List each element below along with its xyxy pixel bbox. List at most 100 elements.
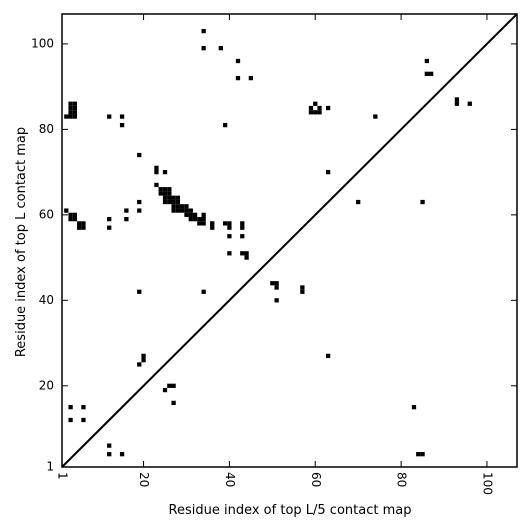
upper-contact-cell [308,110,314,115]
x-tick-label: 20 [137,472,151,487]
lower-contact-cell [81,417,86,423]
upper-contact-cell [171,195,176,200]
lower-contact-cell [68,417,73,423]
upper-contact-cell [72,101,78,106]
upper-contact-cell [420,199,425,205]
x-tick-label: 1 [56,472,70,480]
upper-contact-cell [184,204,189,209]
upper-contact-cell [222,122,228,128]
y-tick-label: 80 [39,122,54,136]
upper-contact-cell [124,208,129,213]
upper-contact-cell [68,217,73,222]
upper-contact-cell [454,101,460,106]
upper-contact-cell [197,221,202,226]
upper-contact-cell [167,195,172,200]
upper-contact-cell [175,204,181,209]
lower-contact-cell [171,383,176,388]
upper-contact-cell [107,225,112,230]
upper-contact-cell [171,204,176,209]
upper-contact-cell [235,75,241,81]
upper-contact-cell [137,362,142,367]
upper-contact-cell [356,199,361,205]
upper-contact-cell [429,71,434,76]
upper-contact-cell [68,114,73,119]
upper-contact-cell [227,225,232,230]
upper-contact-cell [218,46,223,51]
lower-contact-cell [68,405,73,410]
upper-contact-cell [107,114,112,119]
upper-contact-cell [154,169,159,175]
upper-contact-cell [197,217,202,222]
upper-contact-cell [274,285,279,290]
diagonal-line [61,13,518,468]
upper-contact-cell [162,187,168,192]
lower-contact-cell [167,383,172,388]
upper-contact-cell [188,208,193,213]
upper-contact-cell [244,255,249,260]
upper-contact-cell [162,199,168,205]
upper-contact-cell [210,225,215,230]
upper-contact-cell [175,195,181,200]
upper-contact-cell [424,71,429,76]
upper-contact-cell [72,217,78,222]
upper-contact-cell [244,251,249,256]
upper-contact-cell [141,353,146,359]
lower-contact-cell [107,443,112,448]
contact-cells [64,28,472,457]
upper-contact-cell [162,191,168,196]
upper-contact-cell [188,212,193,217]
upper-contact-cell [235,58,241,64]
lower-contact-cell [420,452,425,457]
upper-contact-cell [317,110,322,115]
y-tick-label: 1 [46,460,54,474]
upper-contact-cell [222,221,228,226]
upper-contact-cell [184,212,189,217]
upper-contact-cell [192,212,198,217]
upper-contact-cell [175,208,181,213]
x-tick-label: 40 [223,472,237,487]
upper-contact-cell [308,105,314,111]
upper-contact-cell [300,289,305,294]
upper-contact-cell [240,251,245,256]
upper-contact-cell [270,281,275,286]
upper-contact-cell [240,234,245,239]
upper-contact-cell [240,221,245,226]
upper-contact-cell [154,182,159,188]
upper-contact-cell [210,221,215,226]
upper-contact-cell [227,251,232,256]
upper-contact-cell [137,208,142,213]
lower-contact-cell [201,289,206,294]
upper-contact-cell [274,298,279,303]
upper-contact-cell [137,199,142,205]
upper-contact-cell [72,105,78,111]
upper-contact-cell [227,221,232,226]
upper-contact-cell [171,199,176,205]
y-tick-label: 60 [39,207,54,221]
upper-contact-cell [162,195,168,200]
upper-contact-cell [158,187,163,192]
lower-contact-cell [107,452,112,457]
y-tick-label: 40 [39,293,54,307]
upper-contact-cell [313,110,318,115]
plot-frame [61,13,518,468]
upper-contact-cell [192,217,198,222]
upper-contact-cell [72,114,78,119]
y-axis-label: Residue index of top L contact map [14,127,29,357]
upper-contact-cell [201,217,206,222]
upper-contact-cell [137,152,142,158]
upper-contact-cell [81,221,86,226]
upper-contact-cell [248,75,254,81]
upper-contact-cell [68,110,73,115]
upper-contact-cell [158,191,163,196]
x-axis-label: Residue index of top L/5 contact map [169,503,412,518]
upper-contact-cell [167,187,172,192]
upper-contact-cell [81,225,86,230]
x-axis-ticks: 1 20 40 60 80 100 [56,14,494,495]
upper-contact-cell [313,101,318,106]
x-tick-label: 60 [309,472,323,487]
upper-contact-cell [454,97,460,102]
upper-contact-cell [201,46,206,51]
upper-contact-cell [167,191,172,196]
upper-contact-cell [64,114,69,119]
